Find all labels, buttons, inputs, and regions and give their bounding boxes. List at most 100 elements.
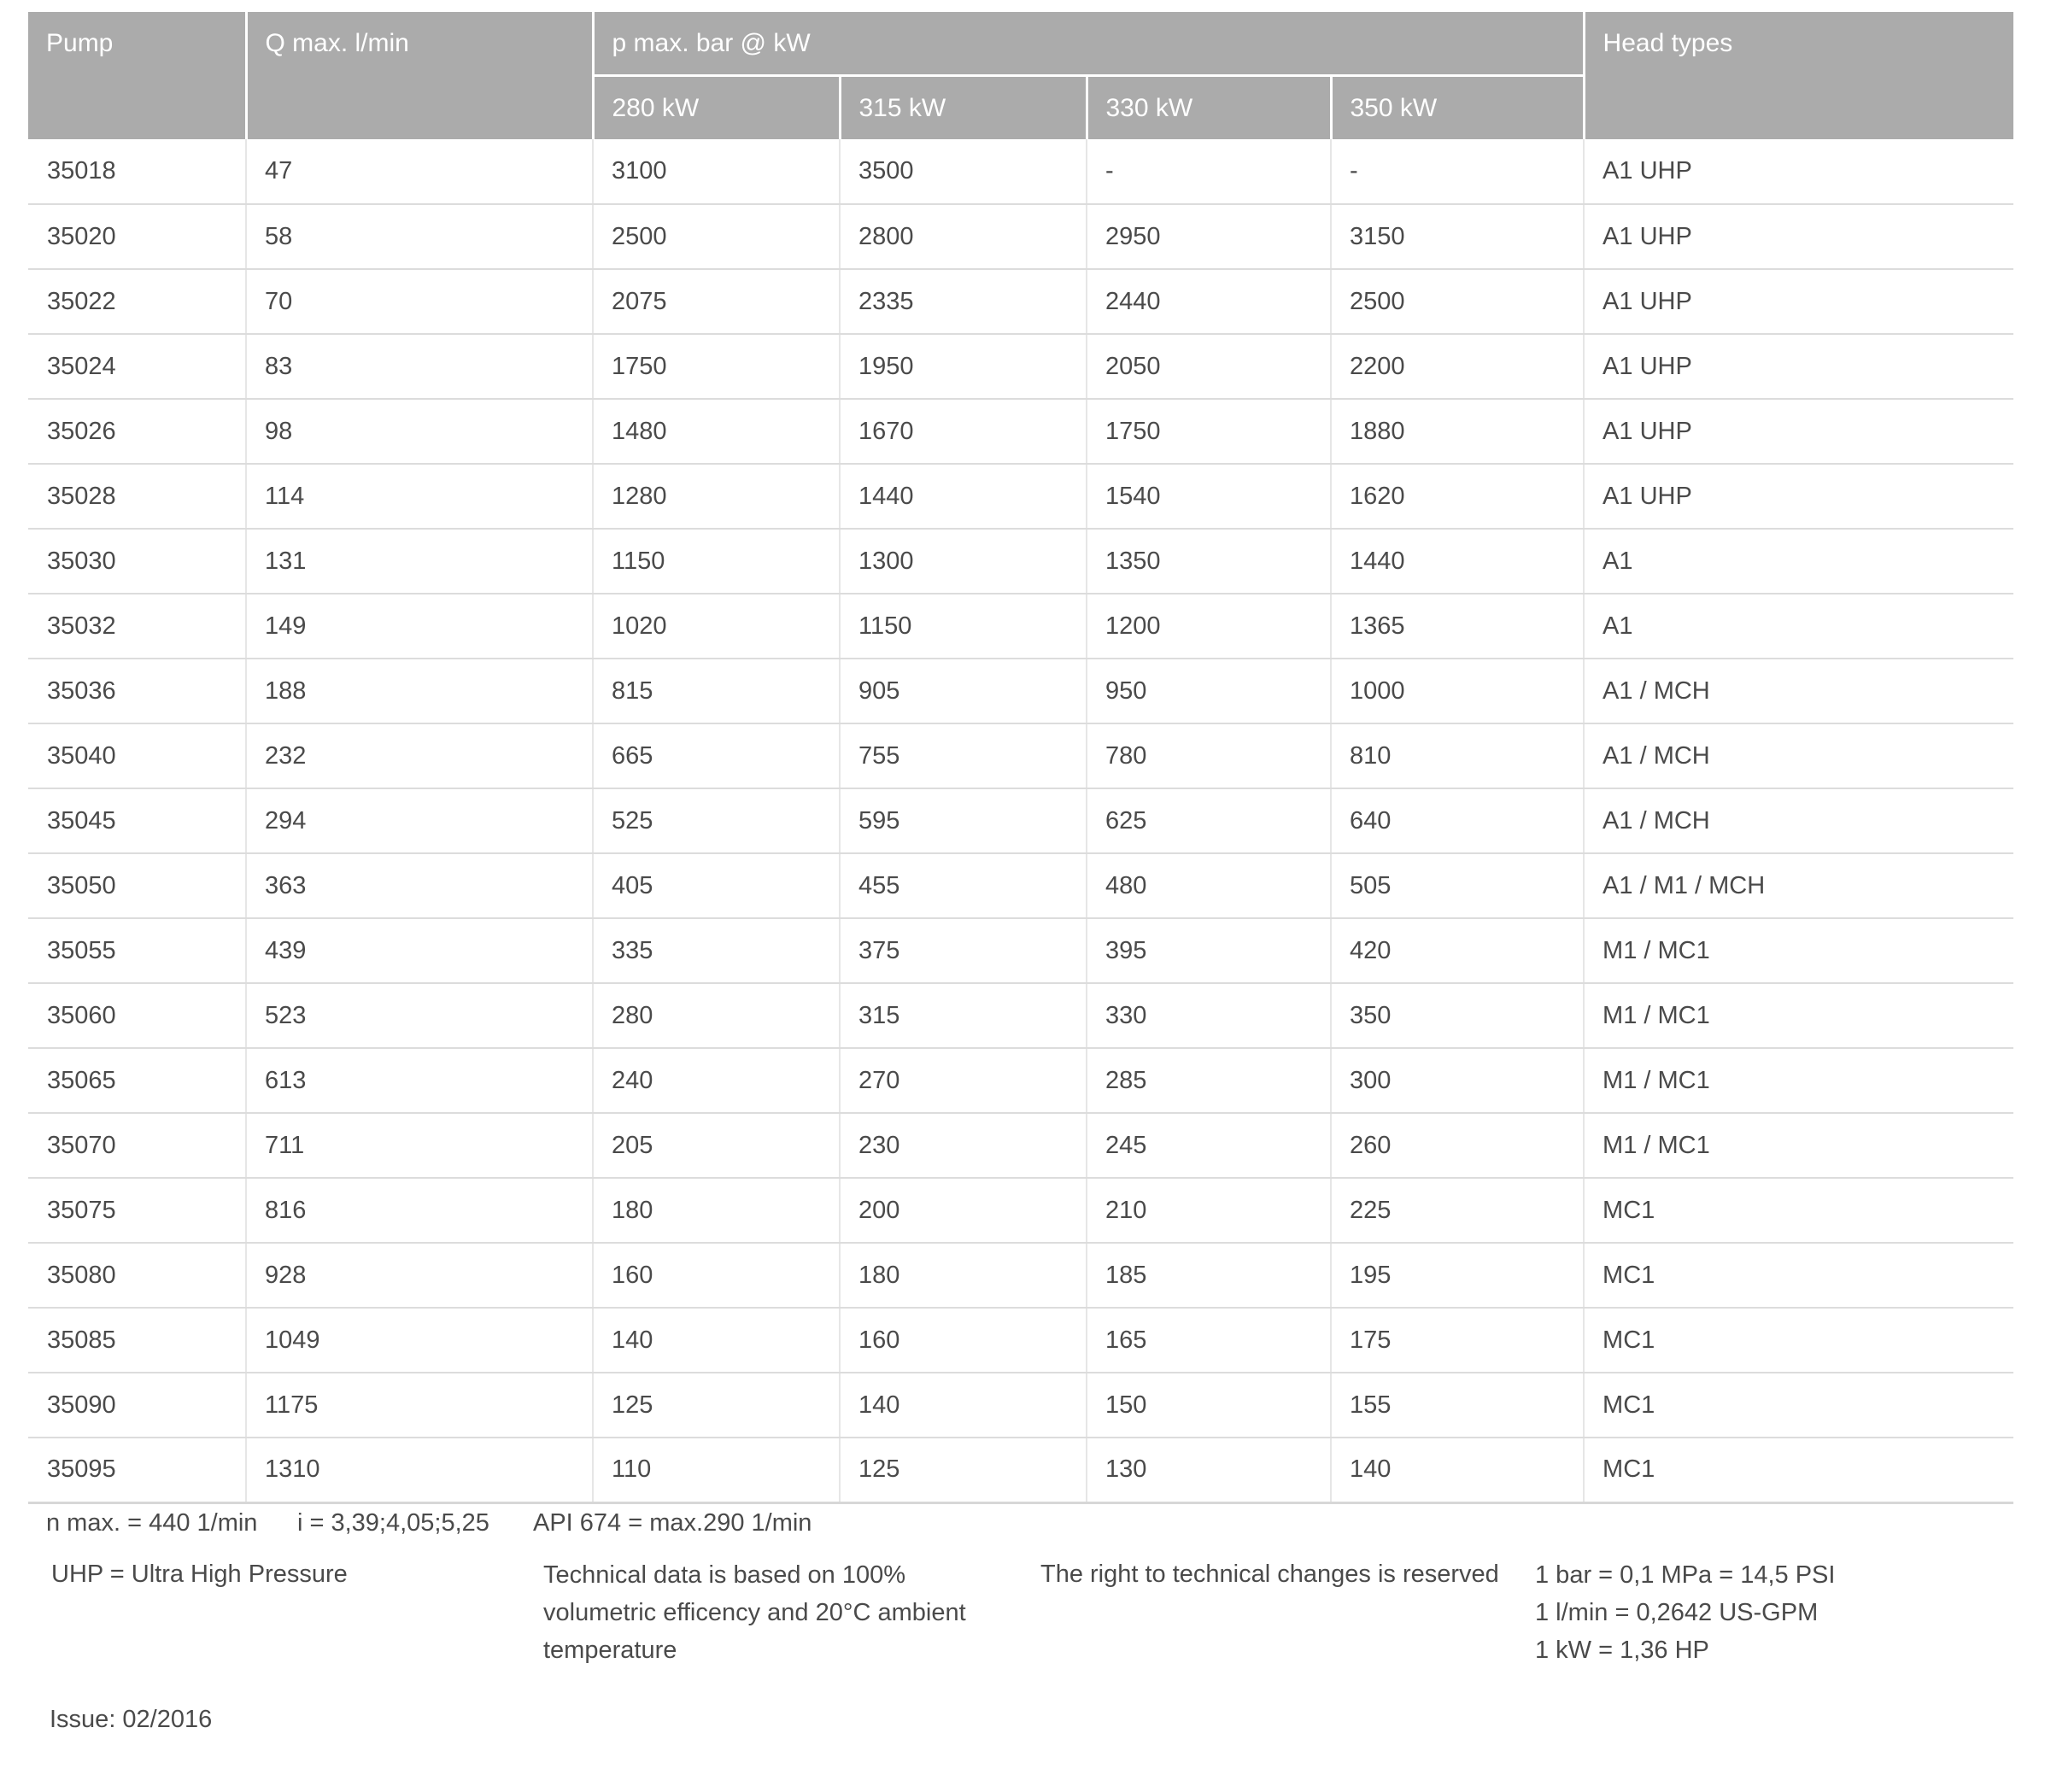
cell-head: A1 UHP xyxy=(1584,139,2014,205)
cell-kw-2: 950 xyxy=(1087,659,1332,724)
cell-head: A1 / M1 / MCH xyxy=(1584,853,2014,919)
column-header-350kw: 350 kW xyxy=(1331,75,1585,139)
cell-kw-2: 130 xyxy=(1087,1438,1332,1504)
cell-kw-0: 110 xyxy=(593,1438,841,1504)
cell-kw-0: 280 xyxy=(593,983,841,1049)
cell-kw-0: 2075 xyxy=(593,269,841,335)
cell-kw-0: 240 xyxy=(593,1048,841,1114)
footnote-conv-bar: 1 bar = 0,1 MPa = 14,5 PSI xyxy=(1535,1561,1836,1589)
table-row: 35024 83 1750 1950 2050 2200 A1 UHP xyxy=(28,334,2014,400)
table-row: 35020 58 2500 2800 2950 3150 A1 UHP xyxy=(28,204,2014,270)
cell-pump: 35040 xyxy=(28,723,247,789)
cell-head: M1 / MC1 xyxy=(1584,1048,2014,1114)
cell-pump: 35095 xyxy=(28,1438,247,1504)
table-row: 35022 70 2075 2335 2440 2500 A1 UHP xyxy=(28,269,2014,335)
cell-qmax: 363 xyxy=(246,853,594,919)
cell-qmax: 98 xyxy=(246,399,594,465)
cell-kw-2: 185 xyxy=(1087,1243,1332,1309)
cell-kw-3: 140 xyxy=(1331,1438,1585,1504)
cell-qmax: 131 xyxy=(246,529,594,594)
cell-kw-3: 300 xyxy=(1331,1048,1585,1114)
cell-kw-2: 2950 xyxy=(1087,204,1332,270)
cell-head: MC1 xyxy=(1584,1308,2014,1373)
cell-kw-1: 315 xyxy=(840,983,1087,1049)
cell-kw-0: 335 xyxy=(593,918,841,984)
cell-kw-0: 160 xyxy=(593,1243,841,1309)
column-header-pump: Pump xyxy=(28,12,248,139)
cell-pump: 35026 xyxy=(28,399,247,465)
table-row: 35080 928 160 180 185 195 MC1 xyxy=(28,1243,2014,1309)
cell-head: A1 UHP xyxy=(1584,269,2014,335)
table-row: 35055 439 335 375 395 420 M1 / MC1 xyxy=(28,918,2014,984)
cell-qmax: 439 xyxy=(246,918,594,984)
cell-kw-2: 2050 xyxy=(1087,334,1332,400)
footnote-technical-data: Technical data is based on 100% volumetr… xyxy=(543,1561,966,1664)
cell-kw-1: 1300 xyxy=(840,529,1087,594)
cell-kw-2: 210 xyxy=(1087,1178,1332,1244)
cell-kw-3: 2500 xyxy=(1331,269,1585,335)
cell-kw-1: 3500 xyxy=(840,139,1087,205)
cell-kw-3: 1365 xyxy=(1331,594,1585,659)
footnote-rights: The right to technical changes is reserv… xyxy=(1040,1561,1499,1588)
cell-kw-0: 140 xyxy=(593,1308,841,1373)
cell-qmax: 613 xyxy=(246,1048,594,1114)
cell-kw-3: 420 xyxy=(1331,918,1585,984)
cell-qmax: 58 xyxy=(246,204,594,270)
cell-kw-1: 1670 xyxy=(840,399,1087,465)
cell-kw-0: 1750 xyxy=(593,334,841,400)
cell-head: A1 / MCH xyxy=(1584,659,2014,724)
cell-kw-3: 810 xyxy=(1331,723,1585,789)
cell-kw-1: 905 xyxy=(840,659,1087,724)
cell-head: M1 / MC1 xyxy=(1584,918,2014,984)
cell-head: MC1 xyxy=(1584,1178,2014,1244)
cell-pump: 35028 xyxy=(28,464,247,530)
column-header-330kw: 330 kW xyxy=(1087,75,1333,139)
cell-pump: 35075 xyxy=(28,1178,247,1244)
cell-pump: 35065 xyxy=(28,1048,247,1114)
table-row: 35028 114 1280 1440 1540 1620 A1 UHP xyxy=(28,464,2014,530)
cell-qmax: 816 xyxy=(246,1178,594,1244)
cell-kw-1: 755 xyxy=(840,723,1087,789)
cell-kw-2: 395 xyxy=(1087,918,1332,984)
cell-pump: 35020 xyxy=(28,204,247,270)
cell-head: MC1 xyxy=(1584,1438,2014,1504)
cell-head: M1 / MC1 xyxy=(1584,983,2014,1049)
cell-qmax: 928 xyxy=(246,1243,594,1309)
cell-qmax: 188 xyxy=(246,659,594,724)
table-row: 35070 711 205 230 245 260 M1 / MC1 xyxy=(28,1113,2014,1179)
cell-qmax: 70 xyxy=(246,269,594,335)
table-row: 35050 363 405 455 480 505 A1 / M1 / MCH xyxy=(28,853,2014,919)
cell-kw-1: 2800 xyxy=(840,204,1087,270)
table-row: 35095 1310 110 125 130 140 MC1 xyxy=(28,1438,2014,1504)
cell-qmax: 114 xyxy=(246,464,594,530)
cell-kw-3: 195 xyxy=(1331,1243,1585,1309)
table-row: 35085 1049 140 160 165 175 MC1 xyxy=(28,1308,2014,1373)
cell-kw-3: - xyxy=(1331,139,1585,205)
cell-kw-0: 205 xyxy=(593,1113,841,1179)
cell-kw-3: 155 xyxy=(1331,1373,1585,1438)
cell-qmax: 232 xyxy=(246,723,594,789)
column-header-head-types: Head types xyxy=(1584,12,2014,139)
cell-kw-1: 200 xyxy=(840,1178,1087,1244)
cell-kw-0: 1020 xyxy=(593,594,841,659)
cell-pump: 35018 xyxy=(28,139,247,205)
cell-kw-1: 455 xyxy=(840,853,1087,919)
cell-head: MC1 xyxy=(1584,1243,2014,1309)
cell-pump: 35036 xyxy=(28,659,247,724)
cell-kw-3: 3150 xyxy=(1331,204,1585,270)
cell-pump: 35045 xyxy=(28,788,247,854)
cell-kw-2: 1540 xyxy=(1087,464,1332,530)
table-row: 35036 188 815 905 950 1000 A1 / MCH xyxy=(28,659,2014,724)
cell-pump: 35060 xyxy=(28,983,247,1049)
column-header-qmax: Q max. l/min xyxy=(246,12,595,139)
cell-kw-2: 1350 xyxy=(1087,529,1332,594)
cell-kw-3: 225 xyxy=(1331,1178,1585,1244)
table-row: 35040 232 665 755 780 810 A1 / MCH xyxy=(28,723,2014,789)
cell-qmax: 1310 xyxy=(246,1438,594,1504)
cell-kw-3: 260 xyxy=(1331,1113,1585,1179)
cell-pump: 35030 xyxy=(28,529,247,594)
cell-qmax: 523 xyxy=(246,983,594,1049)
cell-kw-1: 2335 xyxy=(840,269,1087,335)
cell-kw-3: 640 xyxy=(1331,788,1585,854)
